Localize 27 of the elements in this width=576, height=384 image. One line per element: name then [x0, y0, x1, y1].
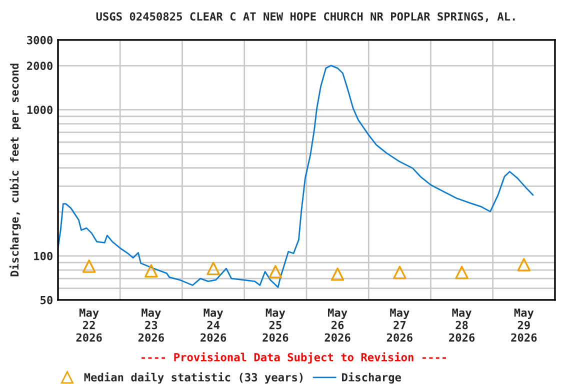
x-tick-label: May 27 2026: [386, 308, 412, 342]
x-tick-label: May 25 2026: [262, 308, 288, 342]
line-series: [58, 64, 534, 288]
point: [206, 262, 220, 276]
x-tick-label: May 29 2026: [511, 308, 537, 342]
point: [393, 266, 406, 280]
point: [268, 265, 282, 278]
y-tick-label: 50: [40, 296, 52, 304]
x-tick-label: May 28 2026: [449, 308, 475, 342]
legend-label: Median daily statistic (33 years): [84, 372, 303, 384]
point: [330, 268, 344, 281]
x-tick-label: May 22 2026: [76, 308, 102, 342]
y-tick-label: 1000: [27, 106, 52, 114]
legend-label: Discharge: [342, 372, 402, 384]
x-tick-label: May 26 2026: [324, 308, 350, 342]
y-tick-label: 2000: [27, 62, 52, 70]
chart-title: USGS 02450825 CLEAR C AT NEW HOPE CHURCH NR POPLAR SPRINGS, AL.: [96, 12, 515, 22]
point: [82, 260, 96, 273]
point: [144, 264, 158, 278]
y-axis-title: Discharge, cubic feet per second: [9, 64, 21, 276]
x-tick-label: May 24 2026: [200, 308, 226, 342]
y-tick-label: 100: [34, 252, 52, 260]
text: ---- Provisional Data Subject to Revision ----: [142, 352, 446, 364]
x-tick-label: May 23 2026: [138, 308, 164, 342]
point: [517, 258, 531, 272]
y-tick-label: 3000: [27, 36, 52, 44]
point: [455, 266, 468, 280]
